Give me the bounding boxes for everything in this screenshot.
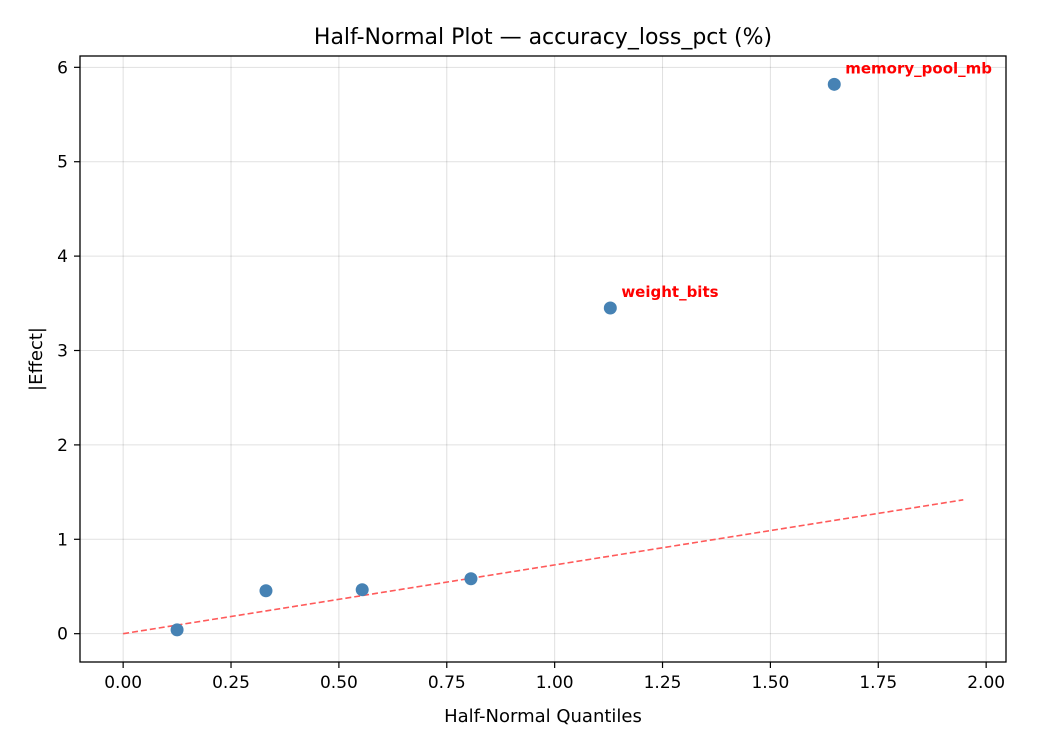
y-tick-label: 0 (57, 625, 68, 645)
data-point (603, 301, 617, 315)
y-tick-label: 4 (57, 247, 68, 267)
x-tick-label: 1.25 (644, 673, 682, 693)
reference-line-group (123, 499, 964, 635)
y-tick-label: 3 (57, 342, 68, 362)
data-point (259, 584, 273, 598)
x-axis-label: Half-Normal Quantiles (444, 706, 642, 727)
x-axis: 0.00 0.25 0.50 0.75 1.00 1.25 1.50 1.75 2.00 (104, 662, 1005, 693)
x-tick-label: 1.50 (751, 673, 789, 693)
y-tick-label: 1 (57, 530, 68, 550)
data-point (355, 583, 369, 597)
y-tick-label: 2 (57, 436, 68, 456)
chart-title: Half-Normal Plot — accuracy_loss_pct (%) (314, 25, 772, 50)
data-point (464, 572, 478, 586)
y-axis: 0 1 2 3 4 5 6 (57, 58, 80, 645)
grid (80, 56, 1006, 662)
point-label: weight_bits (621, 283, 718, 301)
y-tick-label: 5 (57, 153, 68, 173)
x-tick-label: 0.00 (104, 673, 142, 693)
plot-frame (79, 55, 1007, 663)
y-axis-label: |Effect| (26, 327, 47, 391)
x-tick-label: 1.75 (859, 673, 897, 693)
x-tick-label: 2.00 (967, 673, 1005, 693)
x-tick-label: 0.25 (212, 673, 250, 693)
x-tick-label: 0.75 (428, 673, 466, 693)
data-point (827, 77, 841, 91)
x-tick-label: 1.00 (536, 673, 574, 693)
reference-line (123, 499, 964, 635)
x-tick-label: 0.50 (320, 673, 358, 693)
y-tick-label: 6 (57, 58, 68, 78)
point-label: memory_pool_mb (845, 59, 992, 77)
points-group: weight_bits memory_pool_mb (170, 59, 992, 637)
data-point (170, 623, 184, 637)
